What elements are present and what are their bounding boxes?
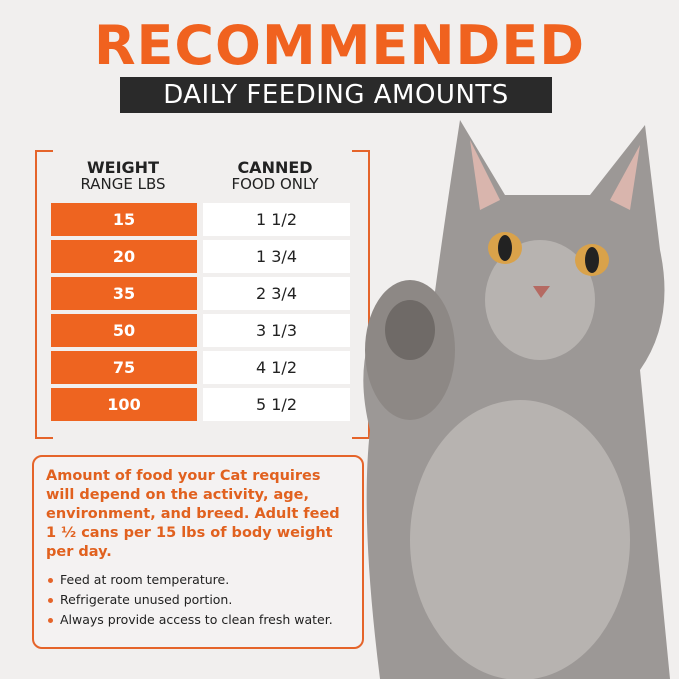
tip-text: Feed at room temperature.: [60, 572, 230, 587]
amount-cell: 5 1/2: [203, 388, 350, 421]
tip-text: Refrigerate unused portion.: [60, 592, 233, 607]
weight-cell: 20: [51, 240, 197, 273]
amount-cell: 1 1/2: [203, 203, 350, 236]
tip-item: Refrigerate unused portion.: [46, 590, 352, 610]
tip-text: Always provide access to clean fresh wat…: [60, 612, 333, 627]
amount-cell: 2 3/4: [203, 277, 350, 310]
amount-cell: 3 1/3: [203, 314, 350, 347]
bullet-icon: [48, 618, 53, 623]
amount-cell: 1 3/4: [203, 240, 350, 273]
table-row: 50 3 1/3: [51, 314, 350, 347]
tip-item: Feed at room temperature.: [46, 570, 352, 590]
weight-cell: 35: [51, 277, 197, 310]
header-weight: WEIGHT RANGE LBS: [48, 159, 198, 193]
bracket-left: [35, 150, 53, 439]
info-lead: Amount of food your Cat requires will de…: [46, 468, 340, 560]
table-row: 15 1 1/2: [51, 203, 350, 236]
table-row: 75 4 1/2: [51, 351, 350, 384]
weight-cell: 15: [51, 203, 197, 236]
tip-item: Always provide access to clean fresh wat…: [46, 610, 352, 630]
header-canned-bold: CANNED: [237, 158, 313, 177]
cat-photo: [363, 120, 670, 679]
tips-list: Feed at room temperature. Refrigerate un…: [46, 570, 352, 630]
weight-cell: 50: [51, 314, 197, 347]
bullet-icon: [48, 598, 53, 603]
header-canned: CANNED FOOD ONLY: [200, 159, 350, 193]
table-row: 35 2 3/4: [51, 277, 350, 310]
weight-cell: 75: [51, 351, 197, 384]
subtitle-banner: DAILY FEEDING AMOUNTS: [120, 77, 552, 113]
table-row: 20 1 3/4: [51, 240, 350, 273]
page-title: RECOMMENDED: [93, 14, 586, 77]
header-weight-sub: RANGE LBS: [80, 175, 166, 193]
bracket-right: [352, 150, 370, 439]
header-canned-sub: FOOD ONLY: [231, 175, 319, 193]
table-row: 100 5 1/2: [51, 388, 350, 421]
weight-cell: 100: [51, 388, 197, 421]
info-box: Amount of food your Cat requires will de…: [32, 455, 364, 649]
amount-cell: 4 1/2: [203, 351, 350, 384]
header-weight-bold: WEIGHT: [87, 158, 159, 177]
bullet-icon: [48, 578, 53, 583]
